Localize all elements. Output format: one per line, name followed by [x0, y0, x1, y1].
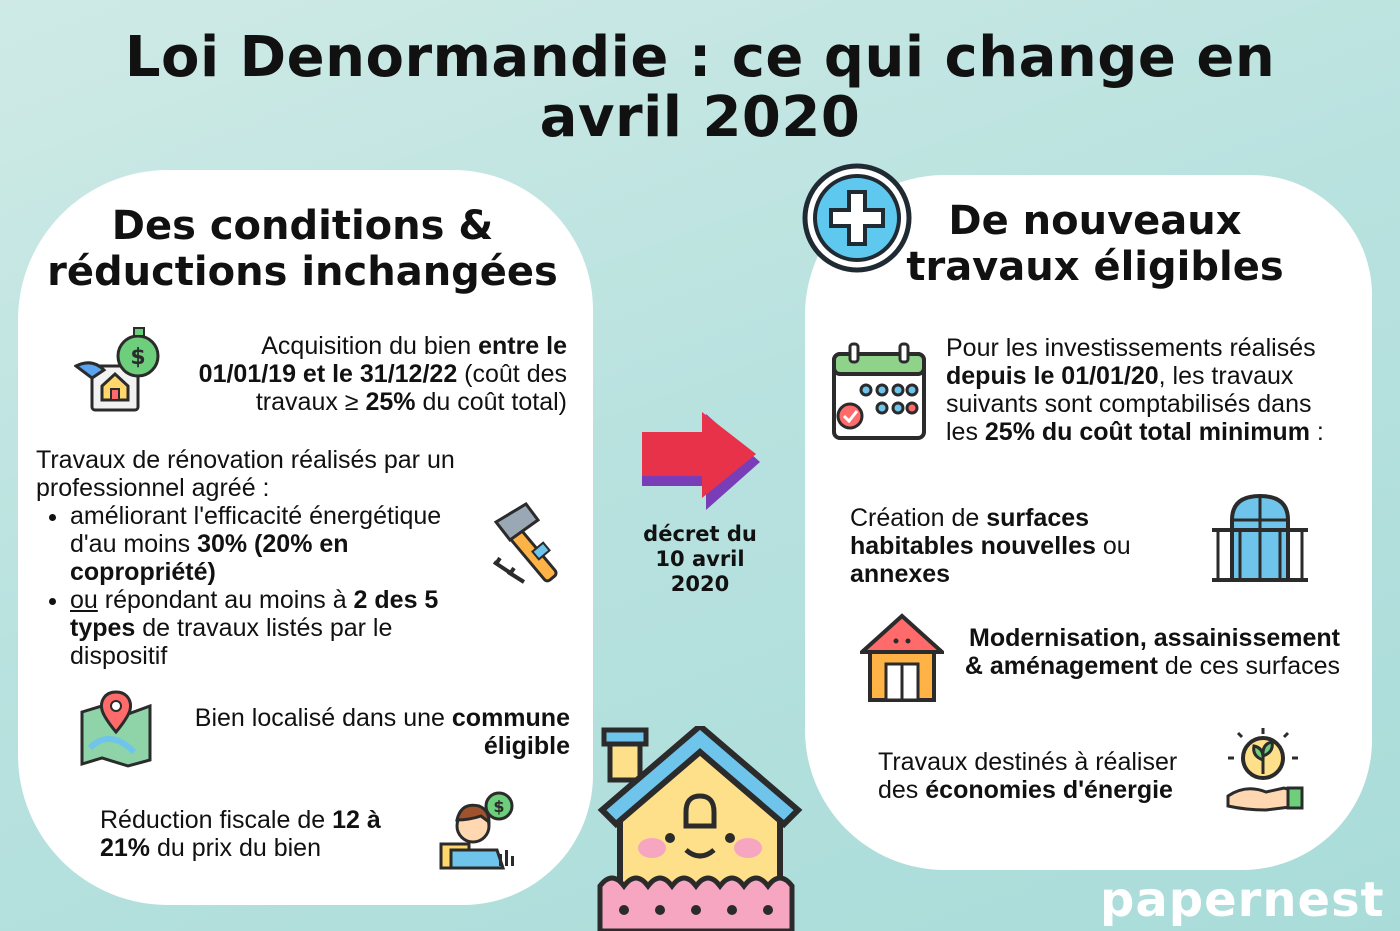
tax-reduction-text: Réduction fiscale de 12 à 21% du prix du… — [100, 806, 381, 862]
title-line-2: avril 2020 — [539, 85, 861, 150]
papernest-logo: papernest — [1100, 872, 1385, 928]
creation-text: Création de surfaces habitables nouvelle… — [850, 504, 1131, 588]
left-title-line-2: réductions inchangées — [47, 249, 558, 295]
arrow-right-icon — [642, 412, 760, 510]
list-item: ou répondant au moins à 2 des 5 types de… — [70, 586, 481, 670]
energy-text: Travaux destinés à réaliser des économie… — [878, 748, 1178, 804]
acquisition-text: Acquisition du bien entre le 01/01/19 et… — [198, 332, 567, 416]
left-title-line-1: Des conditions & — [111, 203, 494, 249]
renovation-intro: Travaux de rénovation réalisés par un pr… — [36, 446, 455, 502]
calendar-icon — [832, 342, 926, 440]
modernisation-text: Modernisation, assainissement & aménagem… — [964, 624, 1340, 680]
plant-lightbulb-icon — [1226, 728, 1304, 812]
decree-label: décret du 10 avril 2020 — [643, 522, 757, 596]
investments-text: Pour les investissements réalisés depuis… — [946, 334, 1324, 446]
location-text: Bien localisé dans une commune éligible — [194, 704, 570, 760]
left-panel — [18, 170, 593, 905]
svg-text:$: $ — [493, 797, 504, 816]
renovation-list: améliorant l'efficacité énergétique d'au… — [36, 502, 481, 670]
right-panel-title: De nouveaux travaux éligibles — [900, 198, 1290, 290]
house-mascot-icon — [597, 726, 803, 931]
map-pin-icon — [80, 690, 152, 768]
right-title-line-1: De nouveaux — [948, 198, 1242, 244]
page-title: Loi Denormandie : ce qui change en avril… — [0, 28, 1400, 148]
left-panel-title: Des conditions & réductions inchangées — [30, 203, 575, 295]
list-item: améliorant l'efficacité énergétique d'au… — [70, 502, 481, 586]
right-title-line-2: travaux éligibles — [906, 244, 1284, 290]
svg-text:$: $ — [130, 345, 145, 370]
investor-icon: $ — [439, 791, 514, 870]
balcony-window-icon — [1212, 493, 1308, 582]
renovation-block: Travaux de rénovation réalisés par un pr… — [36, 446, 481, 670]
shed-icon — [860, 613, 944, 702]
money-house-icon: $ — [74, 327, 160, 412]
title-line-1: Loi Denormandie : ce qui change en — [124, 25, 1276, 90]
hammer-nails-icon — [492, 502, 558, 584]
plus-circle-icon — [802, 163, 912, 273]
